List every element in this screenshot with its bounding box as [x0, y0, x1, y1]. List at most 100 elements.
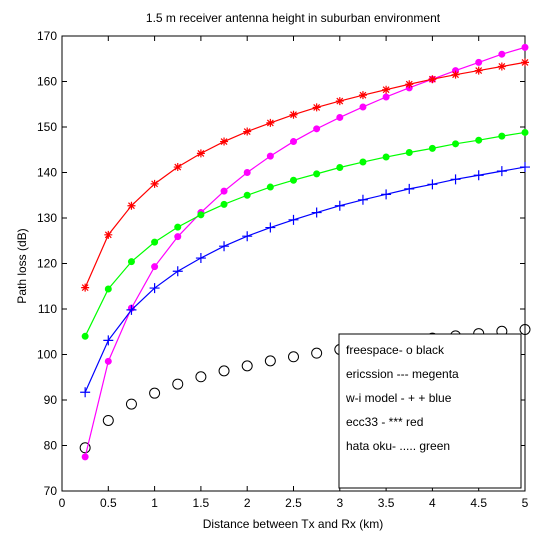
data-point — [264, 355, 276, 367]
x-tick-label: 0.5 — [100, 496, 117, 510]
y-tick-label: 170 — [37, 29, 57, 43]
x-tick-label: 1 — [151, 496, 158, 510]
data-point — [475, 58, 483, 66]
y-tick-label: 110 — [38, 302, 57, 316]
data-point — [359, 103, 367, 111]
data-point — [266, 183, 274, 191]
y-tick-label: 70 — [44, 484, 58, 498]
data-point — [288, 351, 299, 363]
data-point — [359, 158, 367, 166]
data-point — [357, 194, 368, 205]
series-4 — [81, 128, 529, 340]
data-point — [104, 285, 112, 293]
data-point — [174, 233, 182, 241]
plot-area: 0 0.5 1 1.5 2 2.5 3 3.5 4 4.5 5 70 80 90 100 110 120 130 1… — [37, 29, 531, 510]
x-tick-label: 4 — [429, 496, 436, 510]
x-tick-label: 2 — [244, 496, 251, 510]
x-tick-label: 1.5 — [193, 496, 210, 510]
legend-entry: freespace- o black — [346, 343, 445, 357]
data-point — [521, 58, 529, 67]
data-point — [382, 153, 390, 161]
data-point — [311, 347, 323, 359]
data-point — [334, 200, 345, 211]
series-line — [84, 131, 526, 337]
x-tick-label: 0 — [59, 496, 66, 510]
series-line — [84, 166, 526, 393]
data-point — [335, 97, 344, 106]
chart-title: 1.5 m receiver antenna height in suburba… — [146, 11, 441, 25]
legend-entry: ericssion --- megenta — [346, 367, 459, 381]
series-3 — [81, 58, 529, 292]
y-tick-label: 120 — [37, 257, 57, 271]
legend-box — [338, 333, 522, 489]
data-point — [103, 335, 114, 346]
data-point — [381, 189, 392, 200]
data-point — [521, 43, 529, 51]
data-point — [151, 263, 159, 271]
data-point — [195, 371, 207, 383]
data-point — [80, 387, 91, 398]
data-point — [81, 283, 90, 292]
legend-entry: w-i model - + + blue — [345, 391, 452, 405]
data-point — [496, 166, 507, 177]
data-point — [358, 91, 367, 100]
data-point — [125, 398, 137, 410]
data-point — [404, 183, 415, 194]
data-point — [290, 138, 297, 146]
data-point — [382, 85, 391, 94]
data-point — [126, 304, 137, 315]
data-point — [150, 179, 159, 188]
data-point — [288, 214, 299, 225]
data-point — [149, 387, 161, 399]
data-point — [172, 266, 183, 277]
data-point — [313, 125, 321, 133]
data-point — [266, 152, 274, 160]
data-point — [519, 323, 531, 335]
data-point — [336, 113, 344, 121]
data-point — [290, 176, 297, 184]
data-point — [79, 442, 91, 454]
x-tick-label: 3.5 — [378, 496, 395, 510]
data-point — [81, 453, 89, 461]
y-tick-label: 160 — [37, 75, 57, 89]
data-point — [81, 332, 89, 340]
data-point — [265, 222, 276, 233]
data-point — [102, 414, 114, 426]
y-axis-label: Path loss (dB) — [15, 228, 29, 303]
data-point — [450, 174, 461, 185]
data-point — [382, 93, 390, 101]
data-point — [311, 207, 322, 218]
data-point — [473, 170, 484, 181]
series-line — [84, 61, 526, 288]
data-point — [475, 136, 483, 144]
data-point — [405, 148, 413, 156]
data-point — [428, 144, 436, 152]
data-point — [220, 187, 228, 195]
data-point — [521, 128, 529, 136]
y-tick-label: 90 — [44, 393, 58, 407]
data-point — [451, 70, 460, 79]
data-point — [173, 163, 182, 172]
data-point — [127, 258, 135, 266]
x-tick-label: 3 — [336, 496, 343, 510]
data-point — [336, 163, 344, 171]
data-point — [174, 223, 182, 231]
data-point — [266, 118, 275, 127]
data-point — [497, 62, 506, 71]
data-point — [241, 360, 253, 372]
data-point — [195, 253, 206, 264]
data-point — [289, 110, 298, 119]
data-point — [243, 127, 252, 136]
y-tick-label: 100 — [37, 348, 57, 362]
y-tick-label: 150 — [37, 120, 57, 134]
data-point — [151, 238, 159, 246]
data-point — [427, 179, 438, 190]
legend-entry: ecc33 - *** red — [346, 415, 423, 429]
data-point — [220, 137, 229, 146]
data-point — [474, 66, 483, 75]
x-tick-label: 5 — [522, 496, 529, 510]
data-point — [313, 170, 321, 178]
series-2 — [80, 162, 530, 398]
data-point — [452, 140, 460, 148]
